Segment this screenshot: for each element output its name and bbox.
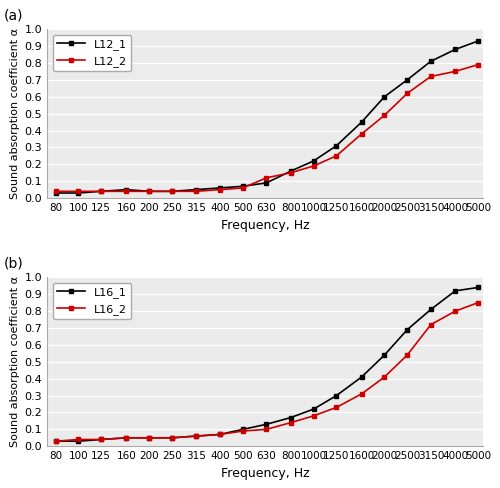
- L16_2: [264, 427, 270, 432]
- L16_2: [310, 413, 316, 419]
- L12_1: [334, 143, 340, 149]
- Line: L12_2: L12_2: [53, 62, 480, 194]
- L12_2: [124, 188, 130, 194]
- L12_2: [192, 188, 198, 194]
- Line: L16_2: L16_2: [53, 300, 480, 444]
- L16_1: [358, 374, 364, 380]
- L12_1: [310, 158, 316, 164]
- Legend: L12_1, L12_2: L12_1, L12_2: [52, 35, 132, 71]
- L12_2: [240, 185, 246, 191]
- L12_2: [288, 170, 294, 176]
- L16_2: [475, 300, 481, 305]
- L12_1: [264, 180, 270, 186]
- Y-axis label: Sound absorption coefficient α: Sound absorption coefficient α: [10, 276, 20, 447]
- L16_2: [76, 437, 82, 443]
- L12_2: [217, 187, 223, 193]
- L16_2: [382, 374, 388, 380]
- L16_1: [428, 306, 434, 312]
- X-axis label: Frequency, Hz: Frequency, Hz: [220, 219, 310, 231]
- Line: L16_1: L16_1: [53, 285, 480, 444]
- L16_1: [169, 435, 175, 441]
- L16_1: [404, 327, 410, 333]
- Y-axis label: Sound absorption coefficient α: Sound absorption coefficient α: [10, 28, 20, 199]
- L16_2: [52, 438, 59, 444]
- L16_2: [404, 352, 410, 358]
- L16_1: [124, 435, 130, 441]
- L12_1: [52, 190, 59, 196]
- L12_2: [475, 61, 481, 67]
- L12_2: [404, 90, 410, 96]
- L16_2: [452, 308, 458, 314]
- L16_1: [76, 438, 82, 444]
- L12_1: [358, 119, 364, 125]
- Text: (a): (a): [4, 8, 23, 22]
- L12_2: [382, 112, 388, 118]
- L12_1: [217, 185, 223, 191]
- L12_1: [169, 188, 175, 194]
- L16_1: [382, 352, 388, 358]
- L16_1: [146, 435, 152, 441]
- L16_2: [98, 437, 104, 443]
- Text: (b): (b): [4, 257, 23, 270]
- Line: L12_1: L12_1: [53, 39, 480, 196]
- L12_2: [169, 188, 175, 194]
- L12_1: [124, 187, 130, 193]
- L12_1: [404, 77, 410, 83]
- L16_1: [217, 431, 223, 437]
- L16_1: [240, 427, 246, 432]
- L16_1: [192, 433, 198, 439]
- L16_2: [192, 433, 198, 439]
- L16_2: [334, 405, 340, 410]
- L16_2: [169, 435, 175, 441]
- Legend: L16_1, L16_2: L16_1, L16_2: [52, 283, 131, 319]
- L12_1: [475, 38, 481, 44]
- L12_1: [288, 168, 294, 174]
- L12_1: [428, 59, 434, 64]
- L12_1: [98, 188, 104, 194]
- L12_1: [192, 187, 198, 193]
- L16_2: [358, 391, 364, 397]
- L16_1: [52, 438, 59, 444]
- L16_1: [452, 288, 458, 294]
- L16_2: [288, 420, 294, 426]
- L12_2: [310, 163, 316, 169]
- L12_2: [264, 175, 270, 181]
- L16_2: [240, 428, 246, 434]
- L12_2: [76, 188, 82, 194]
- L16_1: [334, 393, 340, 399]
- L12_2: [334, 153, 340, 159]
- L12_1: [382, 94, 388, 100]
- L16_1: [264, 421, 270, 427]
- L16_1: [475, 285, 481, 290]
- L12_1: [452, 46, 458, 52]
- L12_2: [98, 188, 104, 194]
- L12_2: [52, 188, 59, 194]
- L16_2: [217, 431, 223, 437]
- L16_1: [98, 437, 104, 443]
- L12_1: [146, 188, 152, 194]
- L16_2: [428, 322, 434, 327]
- L16_1: [288, 415, 294, 421]
- L12_2: [146, 188, 152, 194]
- L12_2: [452, 68, 458, 74]
- L16_2: [146, 435, 152, 441]
- L12_1: [76, 190, 82, 196]
- L12_2: [358, 131, 364, 137]
- L16_2: [124, 435, 130, 441]
- L12_2: [428, 74, 434, 80]
- L16_1: [310, 406, 316, 412]
- X-axis label: Frequency, Hz: Frequency, Hz: [220, 467, 310, 480]
- L12_1: [240, 183, 246, 189]
